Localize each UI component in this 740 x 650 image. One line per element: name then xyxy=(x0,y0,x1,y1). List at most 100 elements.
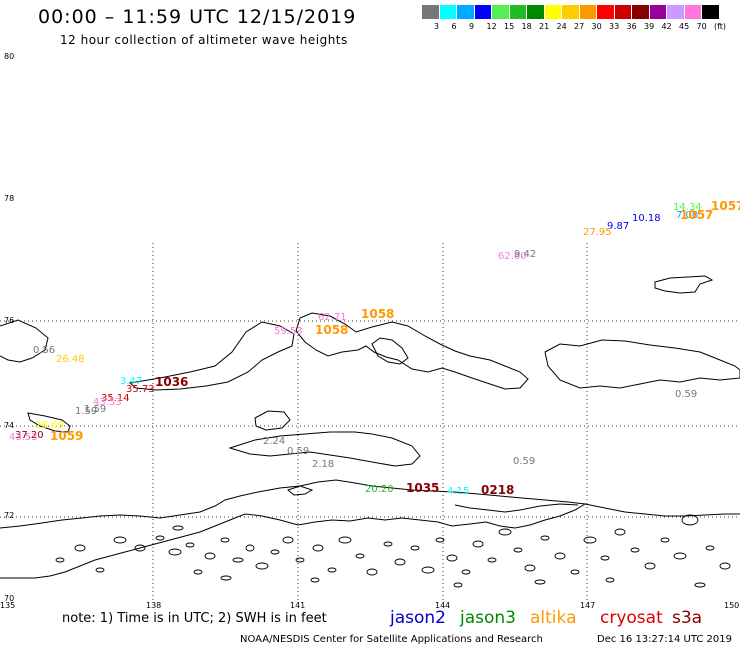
wave-label: 1057 xyxy=(711,199,740,213)
colorbar-swatch xyxy=(562,5,580,19)
wave-label: 59.53 xyxy=(274,326,303,337)
lon-label-144: 144 xyxy=(435,601,451,610)
coastline-east-mainland xyxy=(584,503,740,517)
colorbar-swatch xyxy=(457,5,475,19)
lat-label-70: 70 xyxy=(4,594,15,603)
wave-label: 43.53 xyxy=(93,397,122,408)
wave-label: 1058 xyxy=(315,323,348,337)
wave-label: 1.59 xyxy=(84,404,106,415)
colorbar-swatch xyxy=(544,5,562,19)
lat-label-72: 72 xyxy=(4,511,15,520)
wave-label: 14.34 xyxy=(673,202,702,213)
lat-label-76: 76 xyxy=(4,316,15,325)
colorbar-swatch xyxy=(702,5,720,19)
wave-label: 35.73 xyxy=(126,384,155,395)
colorbar-tick-label: 36 xyxy=(626,22,637,31)
colorbar-tick-label: 42 xyxy=(661,22,672,31)
colorbar-tick-label: 70 xyxy=(696,22,707,31)
coastline-small-islet xyxy=(27,412,71,433)
coastline-lagoon xyxy=(286,485,314,496)
footer-credit: NOAA/NESDIS Center for Satellite Applica… xyxy=(240,634,543,645)
wave-label: 20.20 xyxy=(365,484,394,495)
colorbar-tick-label: 15 xyxy=(504,22,515,31)
legend-s3a: s3a xyxy=(672,608,703,628)
colorbar-tick-label: 21 xyxy=(539,22,550,31)
graticule xyxy=(0,243,740,600)
colorbar-tick-label: 45 xyxy=(679,22,690,31)
wave-label: 0.56 xyxy=(33,345,55,356)
legend-jason2: jason2 xyxy=(390,608,446,628)
colorbar-swatch xyxy=(439,5,457,19)
wave-label: 9.87 xyxy=(607,221,629,232)
wave-label: 0.59 xyxy=(675,389,697,400)
wave-label: 1.59 xyxy=(75,406,97,417)
tundra-lakes xyxy=(55,514,731,588)
colorbar-tick-label: (ft) xyxy=(714,22,727,31)
wave-label: 37.20 xyxy=(15,430,44,441)
wave-label: 0.59 xyxy=(513,456,535,467)
coastline-north-siberian-islands xyxy=(295,312,529,390)
colorbar-swatch xyxy=(684,5,702,19)
legend-jason3: jason3 xyxy=(460,608,516,628)
legend-altika: altika xyxy=(530,608,577,628)
colorbar-tick-label: 33 xyxy=(609,22,620,31)
map-title: 00:00 – 11:59 UTC 12/15/2019 xyxy=(38,6,357,28)
colorbar-swatch xyxy=(597,5,615,19)
lon-label-147: 147 xyxy=(580,601,596,610)
colorbar-tick-label: 6 xyxy=(451,22,457,31)
wave-label: 1058 xyxy=(361,307,394,321)
colorbar-tick-label: 18 xyxy=(521,22,532,31)
colorbar-swatch xyxy=(632,5,650,19)
footer-note: note: 1) Time is in UTC; 2) SWH is in fe… xyxy=(62,611,327,626)
colorbar-tick-label: 24 xyxy=(556,22,567,31)
lat-label-80: 80 xyxy=(4,52,15,61)
colorbar-swatch xyxy=(509,5,527,19)
colorbar-swatch xyxy=(422,5,440,19)
wave-label: 1059 xyxy=(50,429,83,443)
wave-label: 2.24 xyxy=(263,436,285,447)
wave-label: 26.69 xyxy=(35,420,64,431)
lon-label-138: 138 xyxy=(146,601,162,610)
wave-label: 9.42 xyxy=(514,249,536,260)
colorbar-swatch xyxy=(579,5,597,19)
coastline-bennett-island xyxy=(254,410,291,431)
footer-timestamp: Dec 16 13:27:14 UTC 2019 xyxy=(597,634,732,645)
colorbar-tick-label: 3 xyxy=(434,22,440,31)
colorbar-swatch xyxy=(527,5,545,19)
colorbar-swatch xyxy=(474,5,492,19)
wave-height-labels: 14.34 1057 7.00 1057 10.18 9.87 27.95 62… xyxy=(9,199,740,497)
colorbar-tick-label: 9 xyxy=(469,22,475,31)
wave-label: 62.71 xyxy=(318,312,347,323)
lon-label-150: 150 xyxy=(724,601,740,610)
wave-label: 7.00 xyxy=(676,210,698,221)
wave-label: 1057 xyxy=(680,208,713,222)
wave-label: 2.18 xyxy=(312,459,334,470)
wave-label: 0218 xyxy=(481,483,514,497)
wave-label: 10.18 xyxy=(632,213,661,224)
colorbar-tick-label: 30 xyxy=(591,22,602,31)
wave-label: 43.53 xyxy=(9,432,38,443)
wave-label: 1035 xyxy=(406,481,439,495)
legend-cryosat: cryosat xyxy=(600,608,663,628)
lon-label-135: 135 xyxy=(0,601,16,610)
wave-label: 62.60 xyxy=(498,251,527,262)
colorbar-tick-label: 39 xyxy=(644,22,655,31)
wave-label: 1036 xyxy=(155,375,188,389)
colorbar-swatch xyxy=(492,5,510,19)
coastline-new-siberia xyxy=(228,431,421,467)
colorbar-tick-label: 12 xyxy=(486,22,497,31)
coastline-west-cape xyxy=(0,319,49,363)
coastline-west-shelf xyxy=(128,321,295,391)
wave-label: 0.59 xyxy=(287,446,309,457)
lat-label-78: 78 xyxy=(4,194,15,203)
coastline-spit xyxy=(454,503,579,513)
wave-label: 27.95 xyxy=(583,227,612,238)
map-subtitle: 12 hour collection of altimeter wave hei… xyxy=(60,33,348,47)
wave-label: 35.14 xyxy=(101,393,130,404)
lat-label-74: 74 xyxy=(4,421,15,430)
coastline-inner-bay xyxy=(371,337,409,365)
wave-label: 3.47 xyxy=(120,376,142,387)
coastlines xyxy=(0,275,740,579)
colorbar-swatch xyxy=(614,5,632,19)
